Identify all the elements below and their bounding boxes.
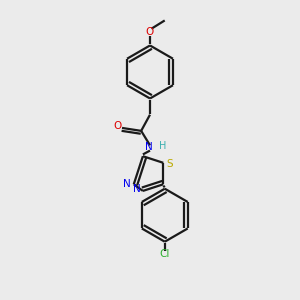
Text: N: N — [145, 142, 152, 152]
Text: Cl: Cl — [160, 249, 170, 259]
Text: N: N — [123, 179, 131, 189]
Text: O: O — [146, 27, 154, 37]
Text: O: O — [113, 122, 122, 131]
Text: H: H — [159, 141, 166, 151]
Text: S: S — [167, 159, 173, 169]
Text: N: N — [133, 184, 140, 194]
